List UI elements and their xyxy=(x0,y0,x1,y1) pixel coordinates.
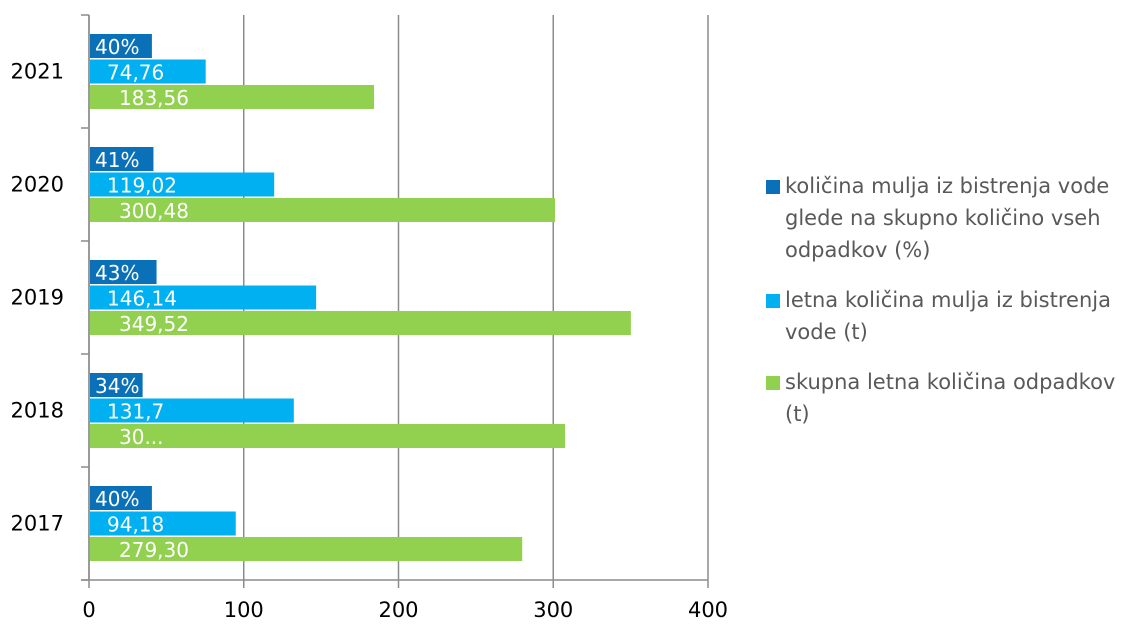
x-tick-label: 200 xyxy=(378,598,418,622)
x-tick-label: 100 xyxy=(224,598,264,622)
bar xyxy=(90,147,154,171)
data-label: 119,02 xyxy=(107,174,177,198)
legend-swatch xyxy=(766,376,780,390)
bar xyxy=(90,85,375,109)
legend-item-sludge: letna količina mulja iz bistrenja vode (… xyxy=(763,284,1133,348)
category-label: 2018 xyxy=(11,399,64,423)
bar xyxy=(90,260,157,284)
bars xyxy=(90,34,631,561)
category-label: 2017 xyxy=(11,512,64,536)
legend-swatch xyxy=(766,294,780,308)
category-label: 2020 xyxy=(11,173,64,197)
bar xyxy=(90,311,631,335)
data-label: 30... xyxy=(119,425,164,449)
bar xyxy=(90,511,236,536)
data-label: 94,18 xyxy=(107,513,164,537)
labels: 40%74,76183,5641%119,02300,4843%146,1434… xyxy=(95,35,189,562)
data-label: 146,14 xyxy=(107,287,177,311)
bar xyxy=(90,537,523,561)
x-tick-label: 0 xyxy=(82,598,95,622)
data-label: 349,52 xyxy=(119,312,189,336)
x-tick-label: 400 xyxy=(688,598,728,622)
data-label: 279,30 xyxy=(119,538,189,562)
bar xyxy=(90,424,566,448)
bar xyxy=(90,398,294,423)
bar xyxy=(90,373,143,397)
data-label: 40% xyxy=(95,35,139,59)
bar xyxy=(90,172,275,197)
data-label: 40% xyxy=(95,487,139,511)
axes: 0 100 200 300 400 2021 2020 2019 2018 2017 xyxy=(11,14,728,622)
bar xyxy=(90,198,555,222)
legend-swatch xyxy=(766,180,780,194)
bar xyxy=(90,34,152,58)
data-label: 131,7 xyxy=(107,400,164,424)
bar xyxy=(90,486,152,510)
category-label: 2019 xyxy=(11,286,64,310)
data-label: 34% xyxy=(95,374,139,398)
category-label: 2021 xyxy=(11,60,64,84)
data-label: 43% xyxy=(95,261,139,285)
bar xyxy=(90,59,206,84)
data-label: 41% xyxy=(95,148,139,172)
x-tick-label: 300 xyxy=(533,598,573,622)
data-label: 74,76 xyxy=(107,61,164,85)
legend-label: letna količina mulja iz bistrenja vode (… xyxy=(785,288,1111,344)
bar xyxy=(90,285,317,310)
legend: količina mulja iz bistrenja vode glede n… xyxy=(763,170,1133,448)
data-label: 300,48 xyxy=(119,199,189,223)
data-label: 183,56 xyxy=(119,86,189,110)
legend-label: skupna letna količina odpadkov (t) xyxy=(785,370,1116,426)
legend-item-percentage: količina mulja iz bistrenja vode glede n… xyxy=(763,170,1133,266)
legend-label: količina mulja iz bistrenja vode glede n… xyxy=(785,174,1110,262)
legend-item-total-waste: skupna letna količina odpadkov (t) xyxy=(763,366,1133,430)
